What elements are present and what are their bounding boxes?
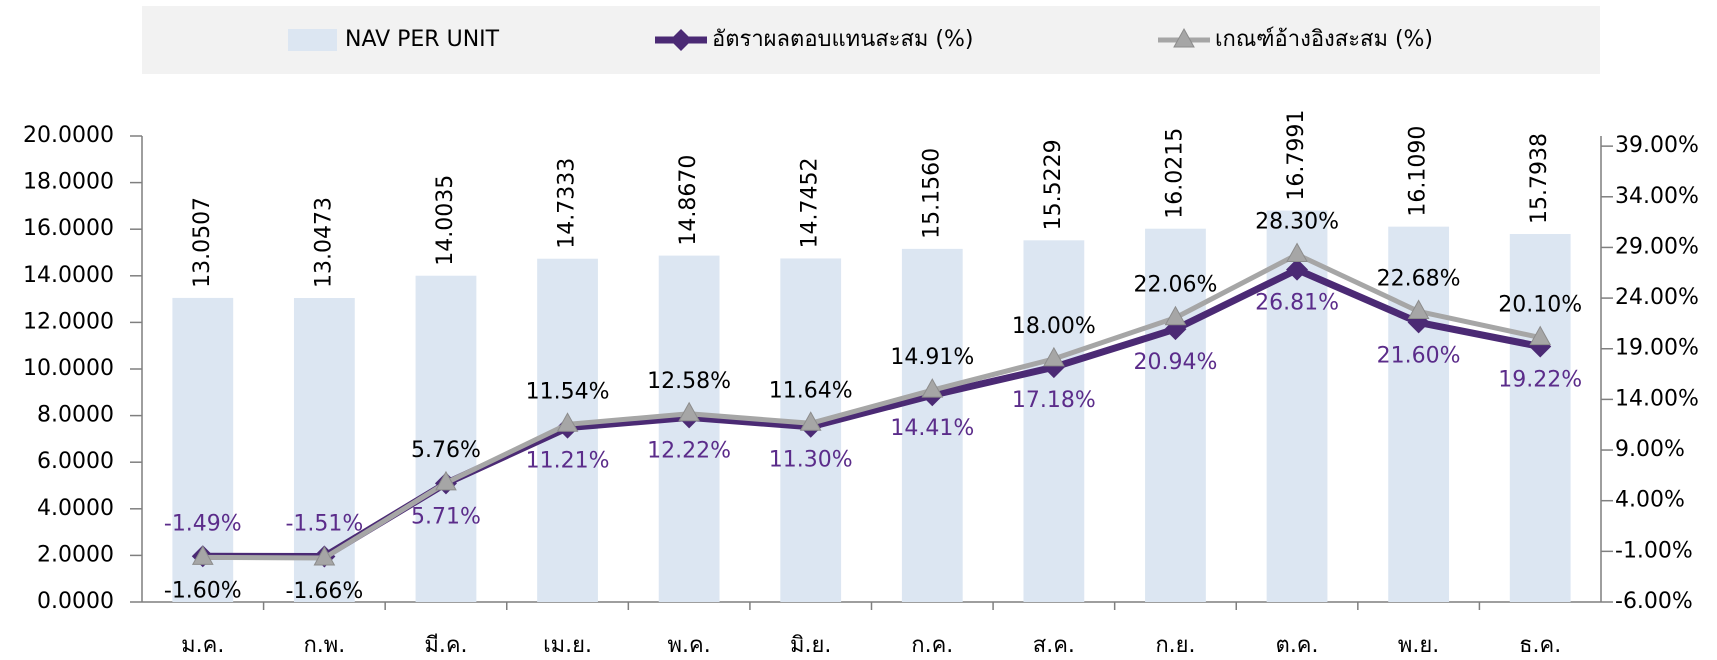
y2-tick-label: 29.00% <box>1615 234 1699 259</box>
point-value-label: 17.18% <box>1012 388 1096 413</box>
y-tick-label: 4.0000 <box>37 496 114 521</box>
y2-tick-label: 19.00% <box>1615 336 1699 361</box>
point-value-label: 18.00% <box>1012 314 1096 339</box>
bar-value-label: 14.7333 <box>555 158 580 249</box>
point-value-label: 5.76% <box>411 438 481 463</box>
x-tick-label: พ.ย. <box>1398 633 1439 658</box>
bar-value-label: 14.7452 <box>798 157 823 248</box>
y-tick-label: 18.0000 <box>23 170 114 195</box>
point-marker <box>1043 346 1065 367</box>
point-value-label: 28.30% <box>1255 210 1339 235</box>
bar <box>1145 228 1206 603</box>
point-value-label: 22.06% <box>1134 273 1218 298</box>
y-tick-label: 12.0000 <box>23 309 114 334</box>
legend-marker <box>1173 27 1195 48</box>
point-marker <box>678 401 700 422</box>
bar <box>658 255 720 602</box>
point-value-label: 12.58% <box>647 369 731 394</box>
x-tick-label: ส.ค. <box>1033 633 1075 658</box>
line <box>202 266 1541 561</box>
point-value-label: 20.10% <box>1498 293 1582 318</box>
legend-label: เกณฑ์อ้างอิงสะสม (%) <box>1215 27 1433 52</box>
y-tick-label: 10.0000 <box>23 356 114 381</box>
legend-marker <box>670 29 692 51</box>
x-tick-label: ต.ค. <box>1276 633 1319 658</box>
bar-value-label: 16.7991 <box>1284 110 1309 201</box>
point-value-label: 11.30% <box>769 448 853 473</box>
y-tick-label: 6.0000 <box>37 449 114 474</box>
point-value-label: -1.51% <box>285 512 363 537</box>
y2-tick-label: 4.00% <box>1615 488 1685 513</box>
point-marker <box>1407 299 1430 319</box>
bar-value-label: 15.5229 <box>1041 139 1066 230</box>
legend-box <box>142 6 1600 74</box>
point-marker <box>1286 258 1309 281</box>
bar-value-label: 14.8670 <box>676 155 701 246</box>
point-marker <box>1164 305 1187 326</box>
point-marker <box>313 546 336 566</box>
bar <box>415 275 477 602</box>
x-tick-label: ธ.ค. <box>1519 633 1561 658</box>
x-tick-label: ก.ย. <box>1155 633 1195 658</box>
bar-value-label: 13.0507 <box>190 197 215 288</box>
y2-tick-label: -1.00% <box>1615 538 1693 563</box>
y-tick-label: 8.0000 <box>37 403 114 428</box>
point-marker <box>799 411 822 431</box>
bar-value-label: 16.0215 <box>1162 128 1187 219</box>
legend-label: อัตราผลตอบแทนสะสม (%) <box>712 27 973 52</box>
point-marker <box>1529 325 1552 346</box>
x-tick-label: มี.ค. <box>424 633 467 658</box>
point-marker <box>1286 242 1308 263</box>
y2-tick-label: 14.00% <box>1615 386 1699 411</box>
bar <box>1023 240 1085 602</box>
bar-value-label: 14.0035 <box>433 175 458 266</box>
point-value-label: 19.22% <box>1498 368 1582 393</box>
point-value-label: 26.81% <box>1255 291 1339 316</box>
point-value-label: 14.91% <box>890 345 974 370</box>
y2-tick-label: 24.00% <box>1615 285 1699 310</box>
x-tick-label: ม.ค. <box>181 633 224 658</box>
point-value-label: 5.71% <box>411 504 481 529</box>
y-tick-label: 16.0000 <box>23 216 114 241</box>
legend-label: NAV PER UNIT <box>345 27 500 52</box>
point-value-label: 20.94% <box>1134 350 1218 375</box>
point-marker <box>556 412 579 432</box>
y-tick-label: 2.0000 <box>37 542 114 567</box>
bar-value-label: 15.1560 <box>919 148 944 239</box>
bar-value-label: 13.0473 <box>311 197 336 288</box>
y-tick-label: 20.0000 <box>23 123 114 148</box>
point-value-label: 21.60% <box>1377 343 1461 368</box>
point-marker <box>921 378 944 398</box>
bar <box>901 248 963 602</box>
x-tick-label: เม.ย. <box>543 633 592 658</box>
point-value-label: 11.21% <box>526 449 610 474</box>
point-value-label: -1.66% <box>285 579 363 604</box>
bar <box>1509 234 1571 602</box>
x-tick-label: มิ.ย. <box>790 633 831 658</box>
point-value-label: 14.41% <box>890 416 974 441</box>
x-tick-label: ก.ค. <box>911 633 953 658</box>
x-tick-label: พ.ค. <box>668 633 711 658</box>
bar <box>1388 226 1450 603</box>
point-value-label: 22.68% <box>1377 266 1461 291</box>
bar-value-label: 15.7938 <box>1527 133 1552 224</box>
y-tick-label: 14.0000 <box>23 263 114 288</box>
legend-swatch <box>288 29 337 51</box>
y-tick-label: 0.0000 <box>37 589 114 614</box>
y2-tick-label: 39.00% <box>1615 133 1699 158</box>
point-value-label: -1.49% <box>164 511 242 536</box>
x-tick-label: ก.พ. <box>303 633 345 658</box>
y2-tick-label: 9.00% <box>1615 437 1685 462</box>
point-marker <box>435 470 457 491</box>
point-value-label: 12.22% <box>647 438 731 463</box>
point-marker <box>191 545 214 565</box>
y2-tick-label: -6.00% <box>1615 589 1693 614</box>
bar-value-label: 16.1090 <box>1406 126 1431 217</box>
point-value-label: 11.54% <box>526 379 610 404</box>
point-value-label: 11.64% <box>769 378 853 403</box>
y2-tick-label: 34.00% <box>1615 184 1699 209</box>
point-value-label: -1.60% <box>164 578 242 603</box>
line <box>202 252 1541 561</box>
